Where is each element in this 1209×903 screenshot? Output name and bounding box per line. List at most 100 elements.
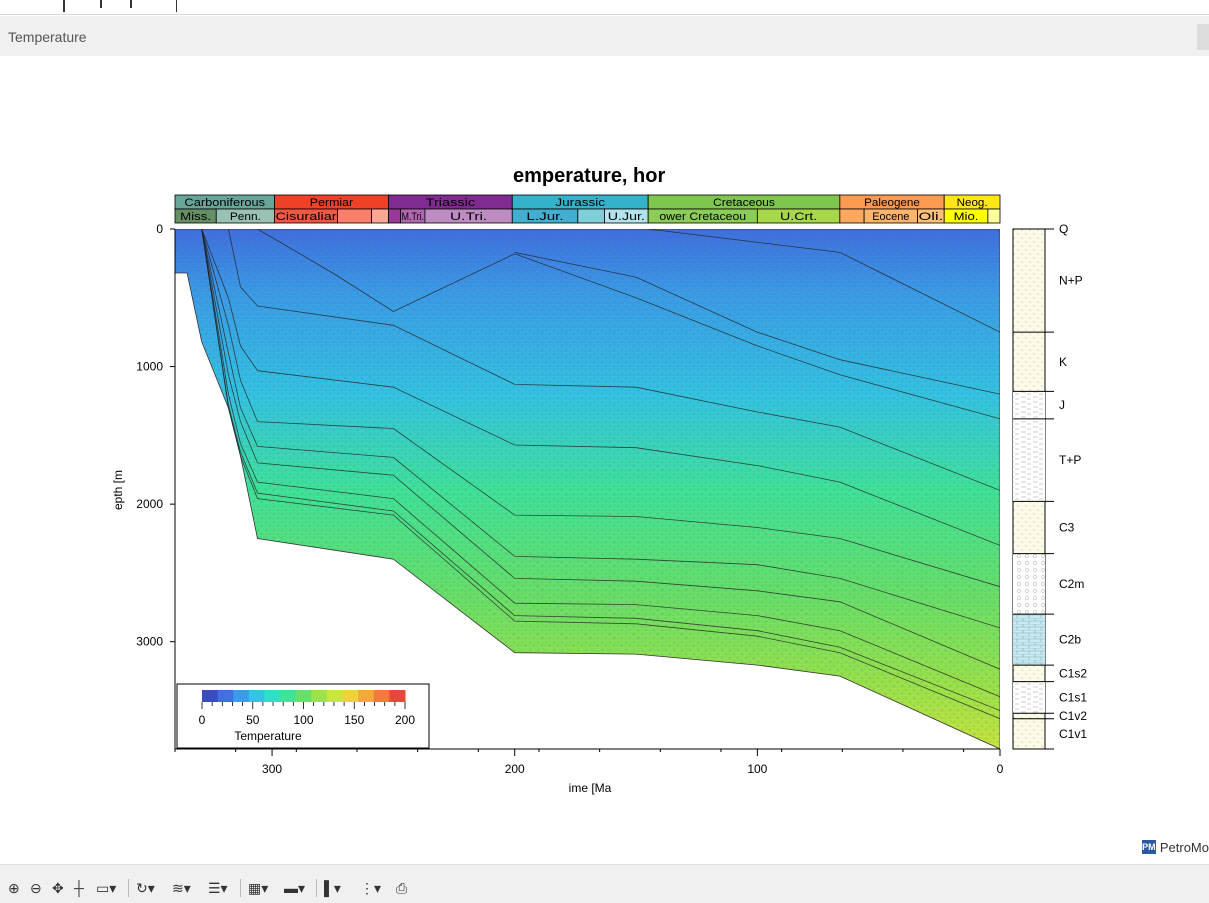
- layer-boundary-J: [257, 229, 1000, 420]
- section-outline: [175, 229, 1000, 749]
- top-toolbar-strip: [0, 0, 1209, 15]
- strat-label: T+P: [1059, 453, 1081, 467]
- strat-label: C1s1: [1059, 690, 1087, 704]
- strat-unit: [1013, 229, 1045, 333]
- legend-swatch: [373, 690, 390, 702]
- layer-boundary-C2m: [201, 229, 1000, 588]
- legend-swatch: [358, 690, 375, 702]
- epoch-cell: [371, 208, 389, 224]
- layer-boundary-K: [514, 252, 1000, 395]
- x-axis-label: ime [Ma: [569, 781, 612, 795]
- toolbar-separator: [240, 879, 241, 897]
- legend-swatch: [389, 690, 406, 702]
- epoch-cell-label: Eocene: [872, 211, 909, 223]
- legend-tick-label: 100: [293, 713, 313, 727]
- epoch-cell-label: ower Cretaceou: [659, 211, 746, 223]
- epoch-cell: [388, 208, 402, 224]
- epoch-cell-label: L.Jur.: [526, 211, 563, 223]
- layer-boundary-C1v2: [201, 229, 1000, 711]
- column-button[interactable]: ▌▾: [324, 879, 341, 896]
- epoch-cell: [577, 208, 605, 224]
- y-tick-label: 0: [156, 222, 163, 236]
- strat-label: C1s2: [1059, 666, 1087, 680]
- temperature-chart[interactable]: Carboniferous Permiar Triassic Jurassic Cret…: [0, 0, 1209, 860]
- strat-label: C1v2: [1059, 709, 1087, 723]
- strat-label: N+P: [1059, 274, 1083, 288]
- strat-label: J: [1059, 398, 1065, 412]
- layer-boundary-C1v1: [201, 229, 1000, 720]
- strat-unit: [1013, 614, 1045, 666]
- select-rect-button[interactable]: ▭▾: [96, 879, 117, 896]
- layer-boundary-C2b: [201, 229, 1000, 629]
- period-cell-label: Jurassic: [555, 197, 605, 209]
- toolbar-separator: [316, 879, 317, 897]
- strat-unit: [1013, 713, 1045, 719]
- epoch-cell-label: Oli.: [919, 211, 944, 223]
- strat-label: Q: [1059, 222, 1068, 236]
- panel-scroll-handle[interactable]: [1197, 24, 1209, 50]
- crosshair-button[interactable]: ┼: [74, 880, 84, 896]
- epoch-cell-label: U.Crt.: [780, 211, 817, 223]
- grid-button[interactable]: ▦▾: [248, 879, 269, 896]
- layer-boundary-C1s1: [201, 229, 1000, 698]
- color-map-button[interactable]: ▬▾: [284, 879, 306, 896]
- strat-label: C2m: [1059, 577, 1084, 591]
- rotate-button[interactable]: ↻▾: [136, 879, 155, 896]
- strat-unit: [1013, 391, 1045, 419]
- bottom-toolbar: ⊕ ⊖ ✥ ┼ ▭▾ ↻▾ ≋▾ ☰▾ ▦▾ ▬▾ ▌▾ ⋮▾ ⎙: [0, 864, 1209, 903]
- layer-boundary-N+P: [648, 229, 1000, 333]
- y-axis-label: epth [m: [111, 470, 125, 510]
- strat-unit: [1013, 418, 1045, 502]
- period-cell-label: Permiar: [310, 197, 354, 209]
- legend-swatch: [264, 690, 281, 702]
- zoom-in-button[interactable]: ⊕: [8, 879, 20, 896]
- panel-title: Temperature: [8, 29, 87, 45]
- layer-style-button[interactable]: ≋▾: [172, 879, 191, 896]
- strat-unit: [1013, 681, 1045, 714]
- legend-button[interactable]: ⋮▾: [360, 879, 382, 896]
- strat-unit: [1013, 718, 1045, 749]
- strat-label: C2b: [1059, 633, 1081, 647]
- strat-unit: [1013, 553, 1045, 615]
- legend-swatch: [342, 690, 359, 702]
- strat-label: C3: [1059, 521, 1075, 535]
- epoch-cell: [337, 208, 372, 224]
- legend-swatch: [202, 690, 219, 702]
- legend-swatch: [248, 690, 265, 702]
- chart-title: emperature, hor: [513, 165, 666, 187]
- layer-boundary-T+P: [228, 229, 1000, 491]
- strip-glyph: [100, 0, 102, 8]
- epoch-cell-label: Penn.: [230, 211, 261, 223]
- x-tick-label: 300: [262, 762, 282, 776]
- zoom-out-button[interactable]: ⊖: [30, 879, 42, 896]
- strip-glyph: [130, 0, 132, 8]
- strip-divider: [176, 0, 177, 12]
- x-tick-label: 200: [505, 762, 525, 776]
- period-cell-label: Triassic: [426, 197, 476, 209]
- epoch-cell-label: Cisuraliar: [275, 211, 337, 223]
- export-button[interactable]: ⎙: [396, 879, 408, 896]
- epoch-cell-label: M.Tri.: [402, 211, 424, 223]
- strat-unit: [1013, 665, 1045, 682]
- petromod-logo-text: PetroMo: [1159, 839, 1209, 855]
- strat-label: K: [1059, 355, 1067, 369]
- petromod-logo-icon: PM: [1141, 840, 1156, 854]
- legend-swatch: [217, 690, 234, 702]
- legend-swatch: [280, 690, 297, 702]
- period-cell-label: Neog.: [957, 197, 988, 209]
- petromod-logo: PM PetroMo: [1141, 837, 1209, 857]
- pan-button[interactable]: ✥: [52, 879, 64, 896]
- epoch-cell-label: U.Tri.: [450, 211, 487, 223]
- toolbar-separator: [128, 879, 129, 897]
- strat-unit: [1013, 332, 1045, 392]
- epoch-cell: [987, 208, 1001, 224]
- layer-boundary-C1s2: [201, 229, 1000, 670]
- legend-tick-label: 150: [344, 713, 364, 727]
- legend-swatch: [311, 690, 328, 702]
- lines-button[interactable]: ☰▾: [208, 879, 228, 896]
- strat-unit: [1013, 501, 1045, 554]
- legend-swatch: [233, 690, 250, 702]
- y-tick-label: 2000: [136, 497, 163, 511]
- x-tick-label: 0: [997, 762, 1004, 776]
- legend-tick-label: 200: [395, 713, 415, 727]
